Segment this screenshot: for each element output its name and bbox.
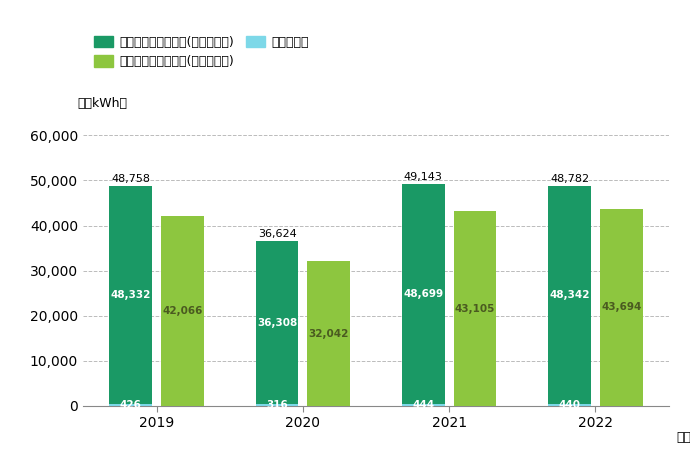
Text: 48,699: 48,699: [403, 289, 444, 299]
Text: 440: 440: [558, 400, 580, 410]
Bar: [600, 209, 642, 406]
Text: 43,105: 43,105: [455, 304, 495, 314]
Bar: [256, 241, 299, 405]
Text: 316: 316: [266, 400, 288, 410]
Text: 32,042: 32,042: [308, 329, 349, 339]
Legend: 木質バイオマス発電(石炭分含む), 木質バイオマス発電(石炭分除く), 太陽光発電: 木質バイオマス発電(石炭分含む), 木質バイオマス発電(石炭分除く), 太陽光発…: [89, 31, 314, 74]
Bar: [453, 212, 496, 406]
Bar: [161, 216, 204, 406]
Text: 48,332: 48,332: [110, 290, 151, 300]
Bar: [548, 404, 591, 406]
Text: 48,342: 48,342: [549, 290, 590, 300]
Text: 426: 426: [120, 400, 141, 410]
Bar: [402, 184, 444, 404]
Text: 36,624: 36,624: [257, 229, 297, 239]
Text: 43,694: 43,694: [601, 302, 642, 313]
Bar: [110, 186, 152, 404]
Bar: [256, 405, 299, 406]
Text: 42,066: 42,066: [162, 306, 203, 316]
Bar: [402, 404, 444, 406]
Text: 49,143: 49,143: [404, 172, 443, 183]
Text: 36,308: 36,308: [257, 318, 297, 327]
Text: 48,758: 48,758: [111, 174, 150, 184]
Text: 48,782: 48,782: [550, 174, 589, 184]
Bar: [110, 404, 152, 406]
Text: （万kWh）: （万kWh）: [77, 97, 127, 110]
Bar: [548, 186, 591, 404]
Bar: [308, 262, 351, 406]
Text: （年度）: （年度）: [676, 431, 690, 444]
Text: 444: 444: [412, 400, 435, 410]
